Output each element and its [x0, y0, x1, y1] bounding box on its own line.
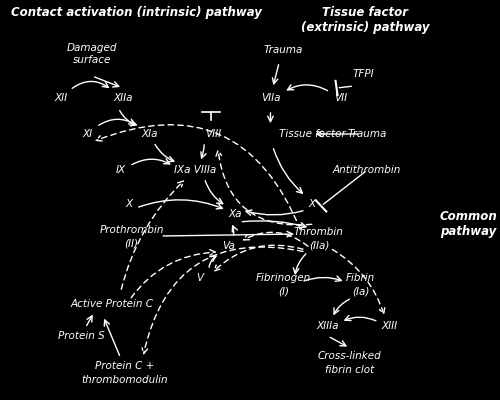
Text: X: X: [126, 199, 133, 209]
Text: Contact activation (intrinsic) pathway: Contact activation (intrinsic) pathway: [10, 6, 262, 19]
Text: Protein S: Protein S: [58, 331, 104, 341]
Text: TFPI: TFPI: [352, 69, 374, 79]
Text: (Ia): (Ia): [352, 287, 370, 297]
Text: VII: VII: [334, 93, 347, 103]
Text: Tissue factor
(extrinsic) pathway: Tissue factor (extrinsic) pathway: [301, 6, 430, 34]
Text: Thrombin: Thrombin: [294, 227, 344, 237]
Text: V: V: [196, 273, 203, 283]
Text: XI: XI: [82, 129, 92, 139]
Text: XII: XII: [54, 93, 68, 103]
Text: Active Protein C: Active Protein C: [70, 299, 154, 309]
Text: VIIa: VIIa: [260, 93, 280, 103]
Text: (I): (I): [278, 287, 289, 297]
Text: Antithrombin: Antithrombin: [332, 165, 400, 175]
Text: Xa: Xa: [228, 209, 242, 219]
Text: IX: IX: [116, 165, 126, 175]
Text: Prothrombin: Prothrombin: [100, 225, 164, 235]
Text: X: X: [309, 199, 316, 209]
Text: Trauma: Trauma: [348, 129, 387, 139]
Text: (II): (II): [124, 239, 138, 249]
Text: (IIa): (IIa): [308, 241, 329, 251]
Text: XIa: XIa: [141, 129, 158, 139]
Text: Va: Va: [222, 241, 235, 251]
Text: thrombomodulin: thrombomodulin: [82, 375, 168, 385]
Text: fibrin clot: fibrin clot: [325, 365, 374, 375]
Text: VIII: VIII: [205, 129, 221, 139]
Text: Tissue factor: Tissue factor: [280, 129, 346, 139]
Text: XIII: XIII: [382, 321, 398, 331]
Text: Common
pathway: Common pathway: [440, 210, 498, 238]
Text: IXa VIIIa: IXa VIIIa: [174, 165, 216, 175]
Text: Fibrinogen: Fibrinogen: [256, 273, 312, 283]
Text: Trauma: Trauma: [264, 45, 304, 55]
Text: Protein C +: Protein C +: [96, 361, 154, 371]
Text: Cross-linked: Cross-linked: [318, 351, 382, 361]
Text: XIIa: XIIa: [113, 93, 132, 103]
Text: Damaged
surface: Damaged surface: [67, 43, 117, 65]
Text: XIIIa: XIIIa: [316, 321, 339, 331]
Text: Fibrin: Fibrin: [346, 273, 376, 283]
